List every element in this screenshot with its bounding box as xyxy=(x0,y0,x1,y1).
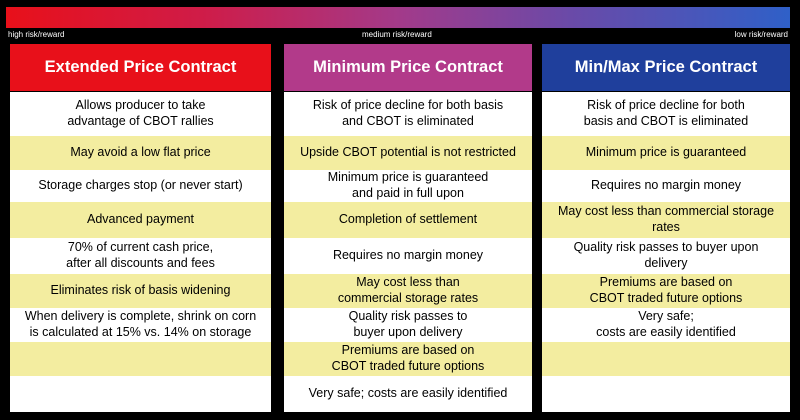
table-row: May avoid a low flat price xyxy=(10,136,271,170)
column-header: Min/Max Price Contract xyxy=(542,44,790,92)
column-min-max-price: Min/Max Price Contract Risk of price dec… xyxy=(542,44,790,412)
table-row: Risk of price decline for both basis and… xyxy=(284,92,532,136)
risk-gradient-bar xyxy=(6,7,790,28)
table-row: May cost less than commercial storage ra… xyxy=(284,274,532,308)
table-row: Risk of price decline for both basis and… xyxy=(542,92,790,136)
table-row: Allows producer to take advantage of CBO… xyxy=(10,92,271,136)
table-row xyxy=(10,342,271,376)
table-row: Eliminates risk of basis widening xyxy=(10,274,271,308)
table-row: Completion of settlement xyxy=(284,202,532,238)
table-row xyxy=(542,342,790,376)
table-row: Requires no margin money xyxy=(542,170,790,202)
column-rows: Risk of price decline for both basis and… xyxy=(542,92,790,412)
column-header: Extended Price Contract xyxy=(10,44,271,92)
table-row: Requires no margin money xyxy=(284,238,532,274)
table-row: Premiums are based on CBOT traded future… xyxy=(542,274,790,308)
table-row: 70% of current cash price, after all dis… xyxy=(10,238,271,274)
table-row xyxy=(10,376,271,412)
column-rows: Allows producer to take advantage of CBO… xyxy=(10,92,271,412)
table-row: Quality risk passes to buyer upon delive… xyxy=(284,308,532,342)
table-row: Advanced payment xyxy=(10,202,271,238)
table-row: Very safe; costs are easily identified xyxy=(284,376,532,412)
table-row: Minimum price is guaranteed and paid in … xyxy=(284,170,532,202)
table-row: May cost less than commercial storage ra… xyxy=(542,202,790,238)
column-extended-price: Extended Price Contract Allows producer … xyxy=(10,44,271,412)
column-rows: Risk of price decline for both basis and… xyxy=(284,92,532,412)
table-row: Minimum price is guaranteed xyxy=(542,136,790,170)
table-row: Upside CBOT potential is not restricted xyxy=(284,136,532,170)
column-header: Minimum Price Contract xyxy=(284,44,532,92)
risk-label-low: low risk/reward xyxy=(734,30,788,39)
table-row: When delivery is complete, shrink on cor… xyxy=(10,308,271,342)
table-row xyxy=(542,376,790,412)
risk-label-medium: medium risk/reward xyxy=(362,30,432,39)
table-row: Quality risk passes to buyer upon delive… xyxy=(542,238,790,274)
column-minimum-price: Minimum Price Contract Risk of price dec… xyxy=(284,44,532,412)
table-row: Premiums are based on CBOT traded future… xyxy=(284,342,532,376)
table-row: Storage charges stop (or never start) xyxy=(10,170,271,202)
risk-label-high: high risk/reward xyxy=(8,30,65,39)
table-row: Very safe; costs are easily identified xyxy=(542,308,790,342)
